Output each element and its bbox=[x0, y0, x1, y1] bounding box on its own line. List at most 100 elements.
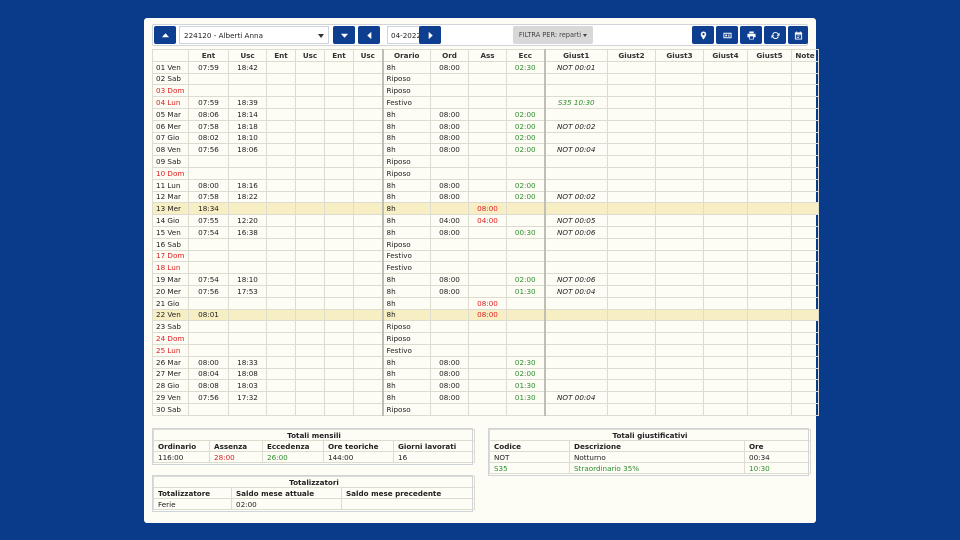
saldo-attuale-value[interactable]: 02:00 bbox=[231, 498, 342, 510]
cell-usc1: 18:03 bbox=[228, 379, 267, 393]
cell-ent2 bbox=[266, 284, 296, 298]
cell-ent2 bbox=[266, 296, 296, 310]
table-row[interactable]: 01 Ven 07:59 18:42 8h 08:00 02:30 NOT 00:01 bbox=[152, 60, 819, 74]
table-row[interactable]: 09 Sab Riposo bbox=[152, 155, 819, 168]
table-row[interactable]: 28 Gio 08:08 18:03 8h 08:00 01:30 bbox=[152, 379, 819, 393]
table-row[interactable]: 24 Dom Riposo bbox=[152, 332, 819, 345]
table-row[interactable]: 07 Gio 08:02 18:10 8h 08:00 02:00 bbox=[152, 131, 819, 145]
table-row[interactable]: 30 Sab Riposo bbox=[152, 402, 819, 416]
table-row[interactable]: 03 Dom Riposo bbox=[152, 84, 819, 98]
cell-giust5 bbox=[747, 107, 792, 121]
cell-ent3 bbox=[324, 391, 354, 404]
cell-giust3 bbox=[655, 367, 704, 381]
cell-giust4 bbox=[703, 355, 748, 369]
table-row[interactable]: 15 Ven 07:54 16:38 8h 08:00 00:30 NOT 00:06 bbox=[152, 225, 819, 239]
cell-day: 06 Mer bbox=[152, 119, 189, 133]
employee-select[interactable]: 224120 - Alberti Anna bbox=[179, 26, 329, 44]
cell-ecc bbox=[506, 237, 546, 251]
table-row[interactable]: 21 Gio 8h 08:00 bbox=[152, 296, 819, 310]
cell-ass bbox=[468, 107, 507, 121]
table-row[interactable]: 18 Lun Festivo bbox=[152, 261, 819, 275]
table-row[interactable]: 08 Ven 07:56 18:06 8h 08:00 02:00 NOT 00:04 bbox=[152, 143, 819, 157]
cell-ent2 bbox=[266, 249, 296, 263]
cell-giust5 bbox=[747, 143, 792, 157]
location-button[interactable] bbox=[692, 26, 714, 44]
cell-ass bbox=[468, 166, 507, 180]
cell-giust5 bbox=[747, 237, 792, 251]
cell-giust2 bbox=[607, 343, 656, 357]
table-row[interactable]: 11 Lun 08:00 18:16 8h 08:00 02:00 bbox=[152, 178, 819, 192]
table-row[interactable]: 26 Mar 08:00 18:33 8h 08:00 02:30 bbox=[152, 355, 819, 369]
table-row[interactable]: 16 Sab Riposo bbox=[152, 237, 819, 251]
cell-ent2 bbox=[266, 237, 296, 251]
cell-orario: 8h bbox=[381, 131, 431, 145]
next-month-button[interactable] bbox=[419, 26, 441, 44]
cell-giust3 bbox=[655, 332, 704, 345]
table-row[interactable]: 05 Mar 08:06 18:14 8h 08:00 02:00 bbox=[152, 107, 819, 121]
totali-mensili-header: Assenza bbox=[209, 440, 263, 452]
cell-ent1: 07:54 bbox=[188, 273, 229, 286]
table-row[interactable]: 13 Mer 18:34 8h 08:00 bbox=[152, 202, 819, 216]
cell-giust3 bbox=[655, 225, 704, 239]
chevron-down-icon bbox=[340, 33, 348, 38]
table-row[interactable]: 17 Dom Festivo bbox=[152, 249, 819, 263]
cell-note bbox=[791, 60, 819, 74]
next-employee-button[interactable] bbox=[333, 26, 355, 44]
table-row[interactable]: 20 Mer 07:56 17:53 8h 08:00 01:30 NOT 00:04 bbox=[152, 284, 819, 298]
cell-usc3 bbox=[353, 107, 383, 121]
cell-usc2 bbox=[295, 367, 325, 381]
filter-button[interactable]: FILTRA PER: reparti bbox=[513, 26, 593, 44]
cell-giust5 bbox=[747, 343, 792, 357]
cell-ent2 bbox=[266, 261, 296, 275]
totali-giustificativi-title: Totali giustificativi bbox=[489, 429, 811, 441]
cell-ent2 bbox=[266, 214, 296, 227]
totali-mensili-value: 16 bbox=[392, 451, 476, 463]
cell-ent2 bbox=[266, 178, 296, 192]
cell-orario: 8h bbox=[381, 225, 431, 239]
prev-employee-button[interactable] bbox=[154, 26, 176, 44]
cell-usc1: 18:14 bbox=[228, 107, 267, 121]
cell-usc1: 18:22 bbox=[228, 190, 267, 204]
card-button[interactable] bbox=[716, 26, 738, 44]
table-row[interactable]: 02 Sab Riposo bbox=[152, 72, 819, 86]
cell-ent1 bbox=[188, 72, 229, 86]
table-row[interactable]: 14 Gio 07:55 12:20 8h 04:00 04:00 NOT 00:05 bbox=[152, 214, 819, 227]
table-row[interactable]: 19 Mar 07:54 18:10 8h 08:00 02:00 NOT 00:06 bbox=[152, 273, 819, 286]
cell-ecc: 02:00 bbox=[506, 143, 546, 157]
table-row[interactable]: 22 Ven 08:01 8h 08:00 bbox=[152, 308, 819, 322]
cell-usc2 bbox=[295, 332, 325, 345]
cell-ass: 08:00 bbox=[468, 296, 507, 310]
cell-usc2 bbox=[295, 261, 325, 275]
cell-giust1 bbox=[544, 332, 608, 345]
cell-giust2 bbox=[607, 178, 656, 192]
prev-month-button[interactable] bbox=[358, 26, 380, 44]
table-row[interactable]: 06 Mer 07:58 18:18 8h 08:00 02:00 NOT 00:02 bbox=[152, 119, 819, 133]
column-header: Giust4 bbox=[703, 49, 748, 62]
cell-ass bbox=[468, 131, 507, 145]
cell-ord: 08:00 bbox=[430, 284, 469, 298]
giustificativo-codice: S35 bbox=[489, 462, 570, 474]
timesheet-card: 224120 - Alberti Anna 04-2022 FILTRA PER… bbox=[144, 18, 819, 523]
cell-giust5 bbox=[747, 367, 792, 381]
table-row[interactable]: 27 Mer 08:04 18:08 8h 08:00 02:00 bbox=[152, 367, 819, 381]
cell-note bbox=[791, 391, 819, 404]
cell-giust4 bbox=[703, 166, 748, 180]
cell-giust3 bbox=[655, 320, 704, 334]
table-row[interactable]: 04 Lun 07:59 18:39 Festivo S35 10:30 bbox=[152, 96, 819, 109]
cell-giust2 bbox=[607, 96, 656, 109]
print-button[interactable] bbox=[740, 26, 762, 44]
cell-orario: 8h bbox=[381, 178, 431, 192]
table-row[interactable]: 23 Sab Riposo bbox=[152, 320, 819, 334]
cell-giust1 bbox=[544, 131, 608, 145]
cell-orario: Riposo bbox=[381, 402, 431, 416]
table-row[interactable]: 12 Mar 07:58 18:22 8h 08:00 02:00 NOT 00:02 bbox=[152, 190, 819, 204]
cell-usc2 bbox=[295, 60, 325, 74]
calendar-button[interactable] bbox=[788, 26, 808, 44]
table-row[interactable]: 25 Lun Festivo bbox=[152, 343, 819, 357]
table-row[interactable]: 10 Dom Riposo bbox=[152, 166, 819, 180]
refresh-button[interactable] bbox=[764, 26, 786, 44]
table-row[interactable]: 29 Ven 07:56 17:32 8h 08:00 01:30 NOT 00:04 bbox=[152, 391, 819, 404]
cell-note bbox=[791, 261, 819, 275]
cell-giust5 bbox=[747, 225, 792, 239]
cell-ent2 bbox=[266, 308, 296, 322]
